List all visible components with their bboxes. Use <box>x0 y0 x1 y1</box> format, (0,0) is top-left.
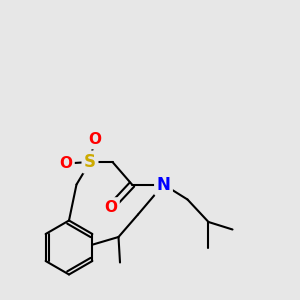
Text: N: N <box>157 176 170 194</box>
Text: O: O <box>104 200 118 214</box>
Text: O: O <box>88 132 101 147</box>
Text: O: O <box>59 156 73 171</box>
Text: S: S <box>84 153 96 171</box>
